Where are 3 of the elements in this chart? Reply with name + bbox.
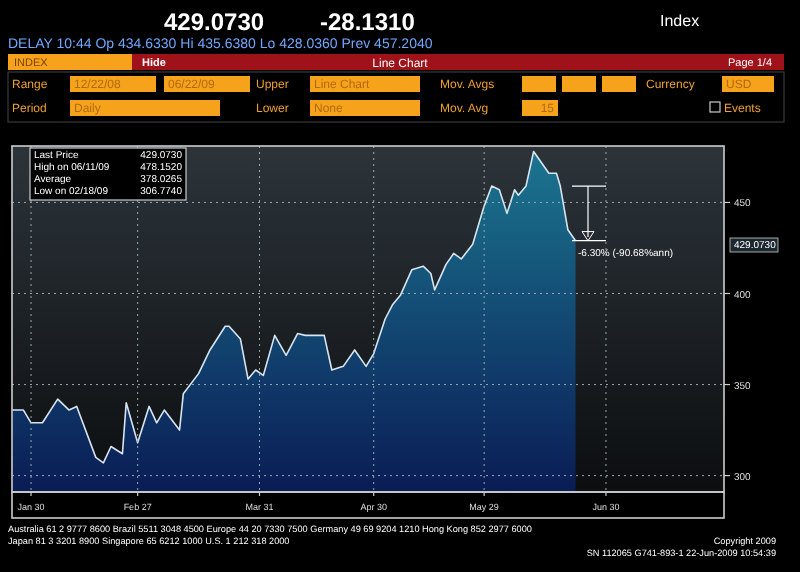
text: -28.1310 [320,8,416,36]
text: 429.0730 [164,8,265,36]
text: Index [660,12,700,30]
